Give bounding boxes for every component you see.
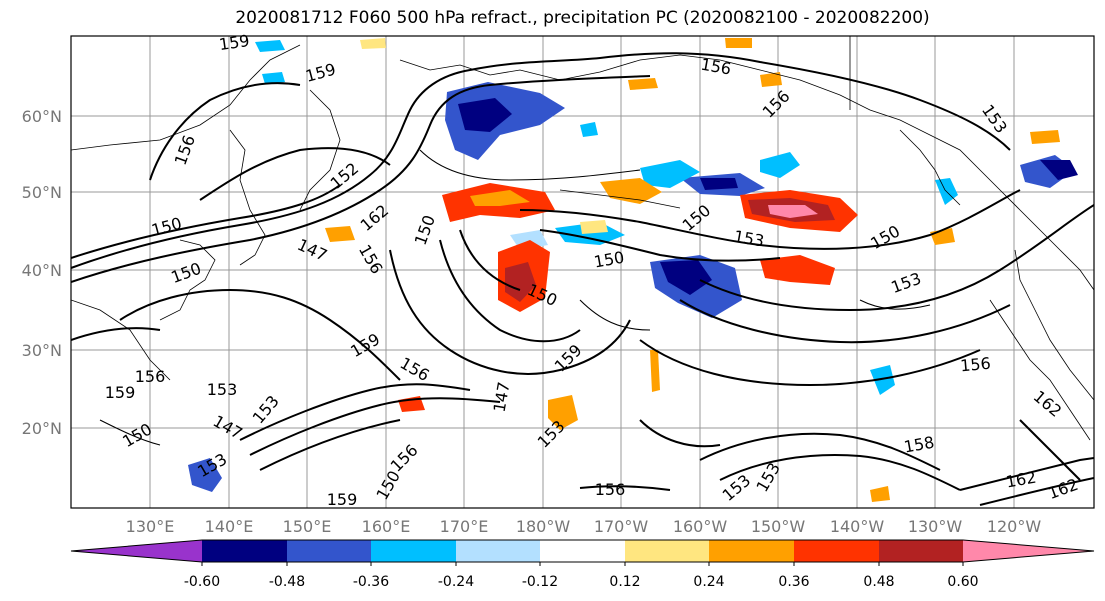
longitude-label: 150°W	[751, 517, 806, 536]
precip-fill-layer	[188, 38, 1078, 502]
longitude-label: 160°E	[362, 517, 411, 536]
colorbar-tick-label: 0.12	[609, 574, 640, 590]
colorbar-tick-label: 0.24	[693, 574, 724, 590]
latitude-label: 20°N	[22, 419, 62, 438]
colorbar-segment	[202, 540, 287, 562]
longitude-label: 140°E	[205, 517, 254, 536]
refractivity-contours-thin	[99, 149, 931, 446]
latitude-label: 40°N	[22, 261, 62, 280]
colorbar-tick-label: -0.36	[353, 574, 389, 590]
colorbar-segment	[71, 540, 202, 562]
longitude-label: 130°W	[908, 517, 963, 536]
coastlines	[71, 36, 1094, 441]
contour-label: 156	[959, 354, 991, 376]
colorbar-tick-label: 0.48	[863, 574, 894, 590]
map-frame	[70, 35, 1095, 509]
colorbar-segment	[540, 540, 625, 562]
colorbar: -0.60 -0.48 -0.36 -0.24 -0.12 0.12 0.24 0.36 0.4…	[70, 539, 1095, 590]
contour-label: 159	[327, 490, 358, 509]
graticule	[71, 36, 1094, 508]
colorbar-tick-label: -0.60	[184, 574, 220, 590]
longitude-label: 150°E	[283, 517, 332, 536]
longitude-label: 170°W	[594, 517, 649, 536]
map-background	[71, 36, 1094, 508]
map-title: 2020081712 F060 500 hPa refract., precip…	[235, 8, 930, 28]
contour-label: 159	[105, 383, 136, 402]
longitude-labels: 130°E 140°E 150°E 160°E 170°E 180°W 170°W 160°W…	[126, 517, 1042, 536]
longitude-label: 140°W	[830, 517, 885, 536]
longitude-label: 180°W	[516, 517, 571, 536]
colorbar-tick-label: -0.24	[438, 574, 474, 590]
refractivity-contours	[71, 52, 1094, 506]
colorbar-tick-label: -0.48	[269, 574, 305, 590]
colorbar-segment	[794, 540, 879, 562]
colorbar-segment	[625, 540, 709, 562]
contour-label: 159	[218, 31, 251, 54]
latitude-labels: 60°N 50°N 40°N 30°N 20°N	[22, 107, 62, 438]
colorbar-segment	[709, 540, 794, 562]
latitude-label: 50°N	[22, 183, 62, 202]
colorbar-segment	[371, 540, 456, 562]
latitude-label: 30°N	[22, 341, 62, 360]
latitude-label: 60°N	[22, 107, 62, 126]
longitude-label: 170°E	[440, 517, 489, 536]
contour-label: 156	[135, 367, 166, 386]
longitude-label: 160°W	[673, 517, 728, 536]
colorbar-tick-label: 0.60	[947, 574, 978, 590]
colorbar-segment	[287, 540, 371, 562]
contour-label: 153	[207, 380, 238, 399]
colorbar-segment	[456, 540, 540, 562]
colorbar-tick-label: -0.12	[522, 574, 558, 590]
longitude-label: 120°W	[987, 517, 1042, 536]
longitude-label: 130°E	[126, 517, 175, 536]
colorbar-segment	[879, 540, 963, 562]
contour-label: 156	[595, 480, 626, 499]
colorbar-segment	[963, 540, 1094, 562]
colorbar-tick-label: 0.36	[778, 574, 809, 590]
